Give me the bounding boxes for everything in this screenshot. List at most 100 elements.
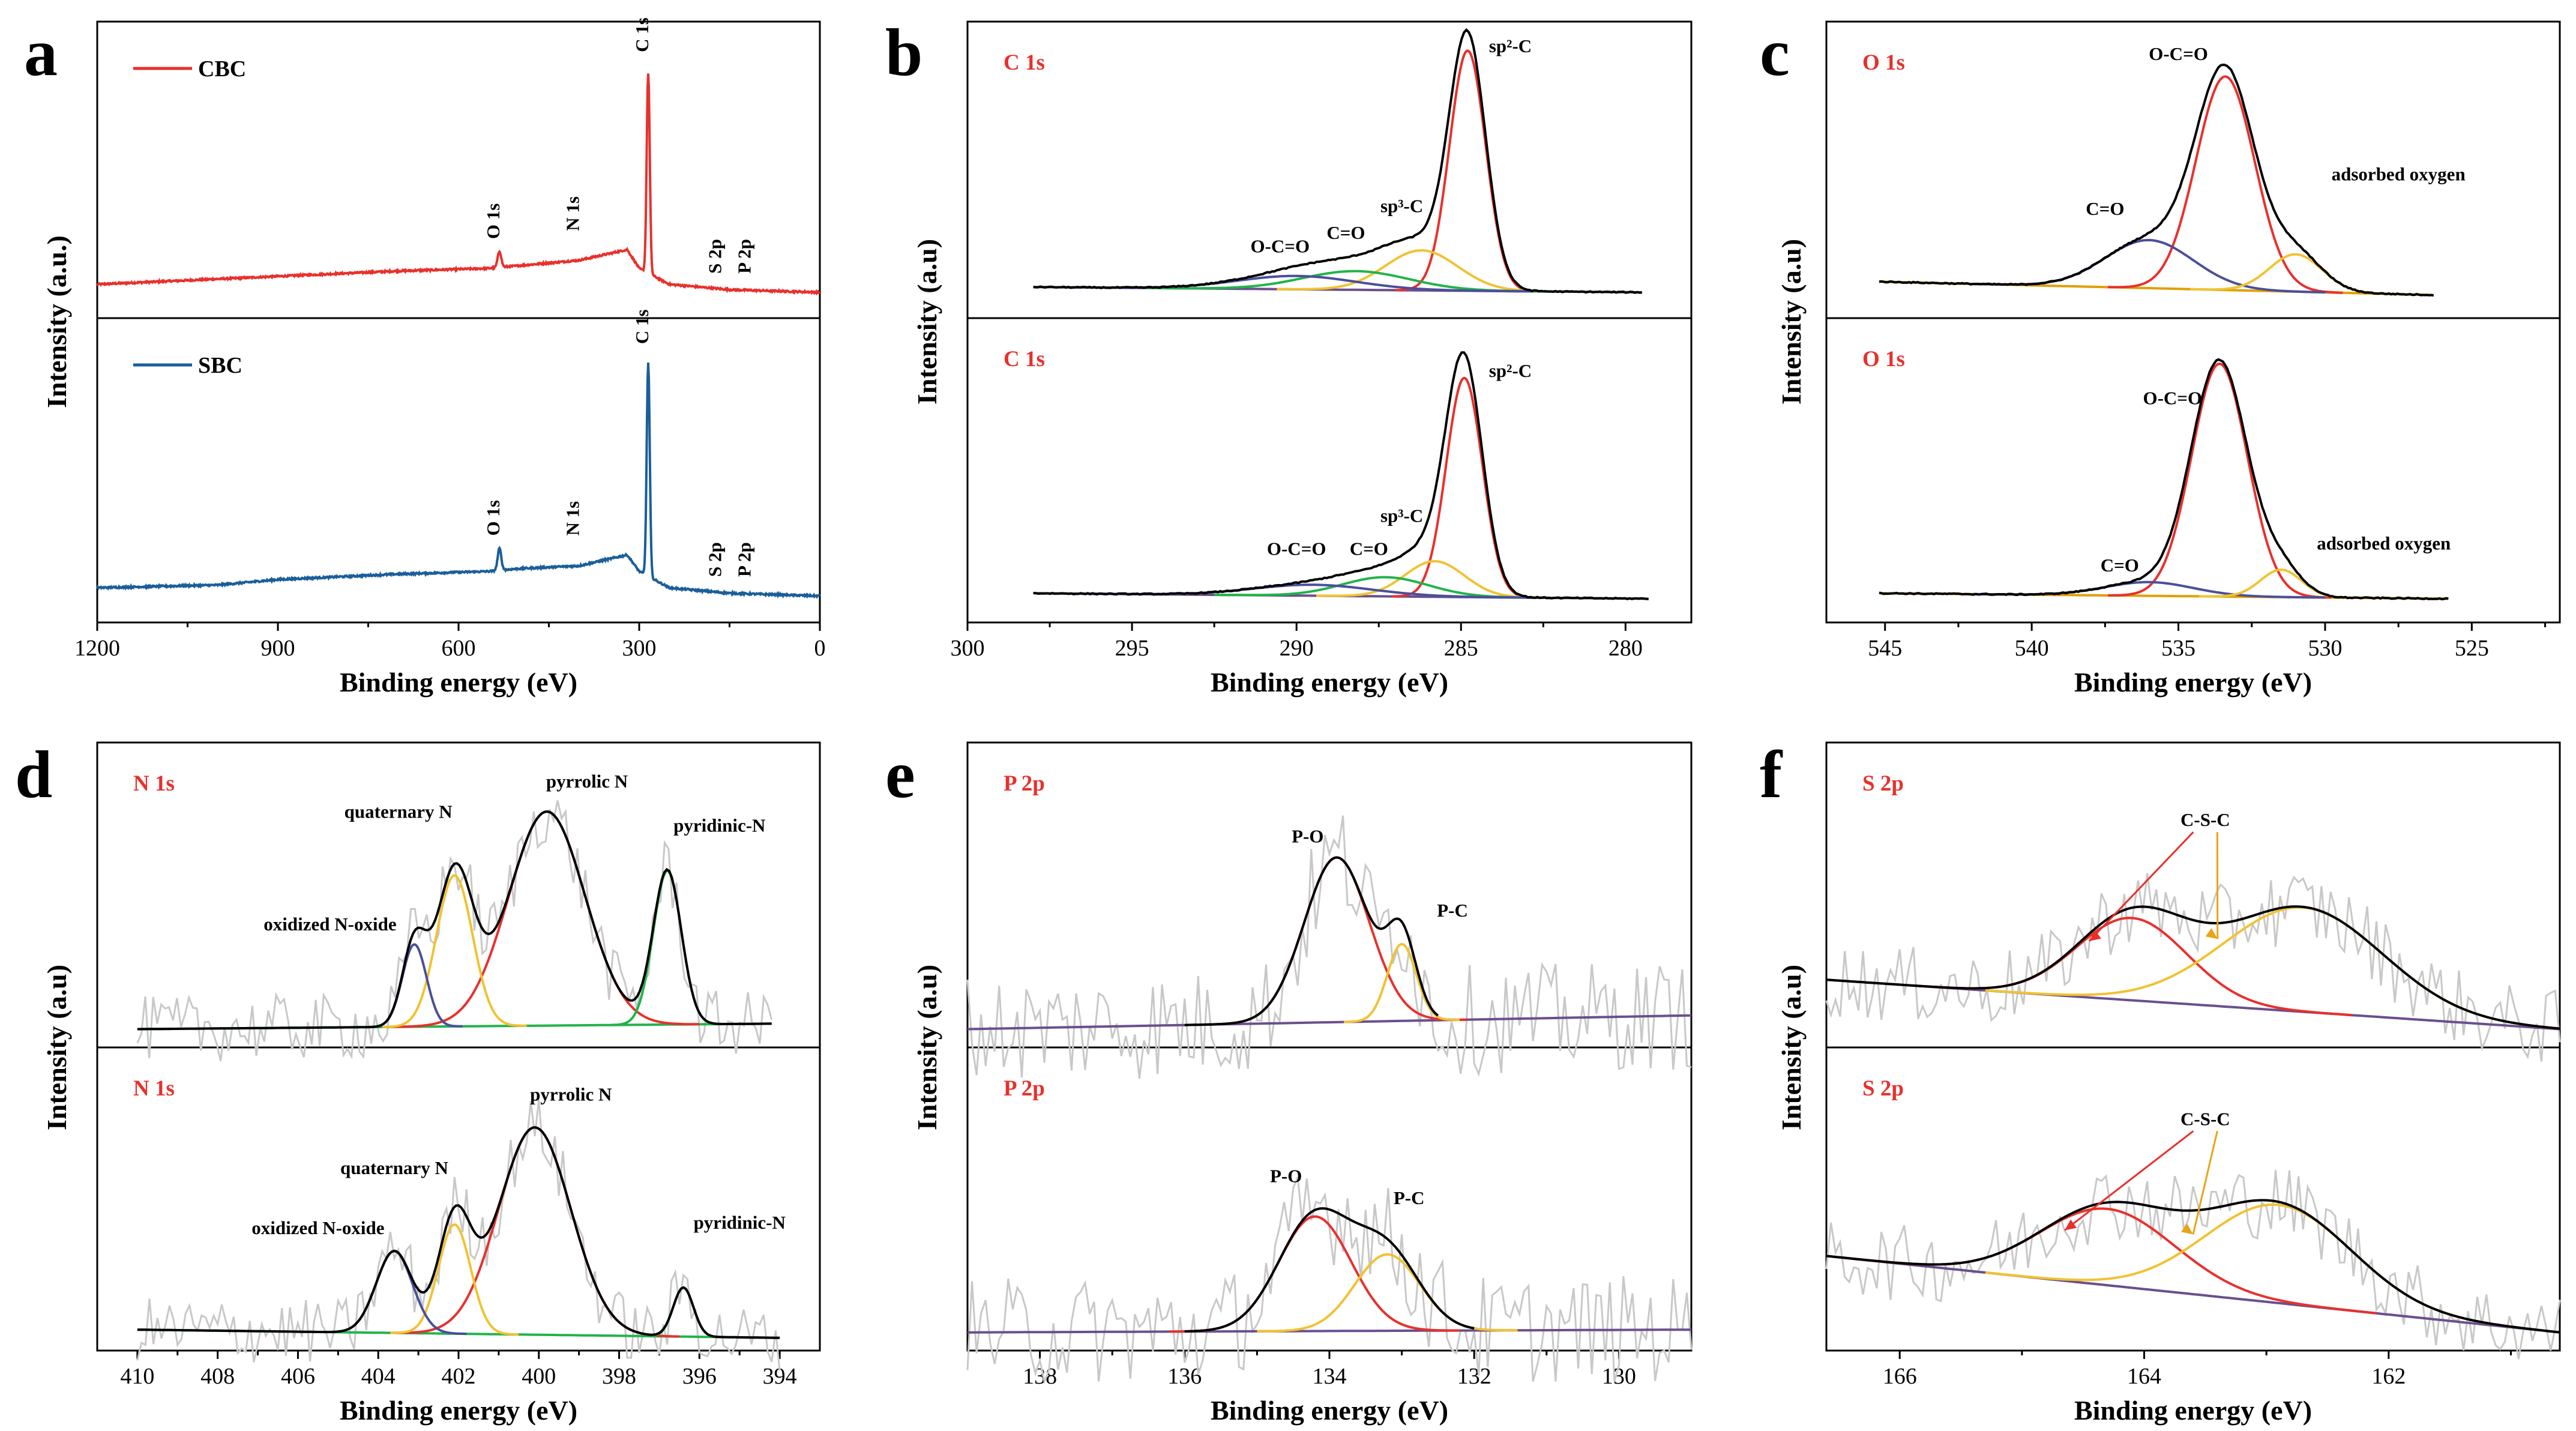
baseline-line — [968, 1328, 1691, 1334]
x-axis-title-a: Binding energy (eV) — [340, 667, 577, 697]
arrow-head-red — [2065, 1219, 2077, 1231]
raw-data-line — [1825, 1169, 2561, 1360]
x-tick-label-b: 290 — [1280, 636, 1314, 661]
peak-label: O-C=O — [1267, 538, 1326, 559]
x-tick-label-d: 396 — [682, 1364, 717, 1389]
y-axis-title-b: Intensity (a.u) — [912, 239, 942, 405]
component-sp3-C — [1277, 249, 1566, 293]
raw-data-line — [966, 1176, 1693, 1385]
spectrum-title: O 1s — [1862, 50, 1905, 75]
peak-label: P-C — [1394, 1187, 1425, 1208]
arrow-head-orange — [2205, 928, 2218, 939]
component-O-C-O — [2108, 362, 2331, 599]
baseline-line — [1826, 1255, 2560, 1334]
peak-label: adsorbed oxygen — [2332, 163, 2466, 184]
peak-label: C-S-C — [2180, 809, 2230, 830]
x-tick-label-f: 166 — [1883, 1364, 1917, 1389]
peak-label: C=O — [2101, 555, 2139, 576]
spectrum-title: P 2p — [1004, 771, 1045, 796]
x-axis-title-d: Binding energy (eV) — [340, 1395, 577, 1426]
fit-envelope-line — [1879, 63, 2434, 297]
component-pyridinic-N — [643, 1286, 724, 1339]
spectrum-title: S 2p — [1862, 771, 1904, 796]
peak-label: O-C=O — [2149, 43, 2208, 64]
arrow-red — [2088, 831, 2194, 942]
x-tick-label-e: 134 — [1313, 1364, 1347, 1389]
peak-label: O-C=O — [1250, 235, 1310, 256]
y-axis-title-d: Intensity (a.u) — [41, 965, 72, 1130]
arrow-red — [2064, 1130, 2194, 1231]
x-axis-title-b: Binding energy (eV) — [1211, 667, 1448, 697]
peak-label: sp²-C — [1489, 35, 1532, 56]
fit-envelope-line — [1033, 351, 1649, 601]
component-adsorbed-oxygen — [2190, 253, 2402, 296]
x-tick-label-e: 136 — [1167, 1364, 1202, 1389]
peak-label: adsorbed oxygen — [2317, 532, 2451, 553]
peak-label: sp³-C — [1380, 196, 1423, 217]
peak-label: S 2p — [704, 542, 725, 577]
component-quaternary-N — [382, 874, 527, 1028]
x-tick-label-d: 400 — [522, 1364, 556, 1389]
panel-letter-e: e — [885, 738, 915, 812]
spectrum-title: N 1s — [133, 1076, 175, 1101]
raw-data-line — [966, 815, 1692, 1079]
plot-frame-c — [1825, 20, 2561, 624]
peak-label: C 1s — [631, 309, 652, 344]
x-tick-label-d: 410 — [120, 1364, 154, 1389]
peak-label: oxidized N-oxide — [251, 1217, 384, 1238]
raw-data-line — [1825, 873, 2561, 1062]
peak-label: N 1s — [562, 196, 583, 231]
peak-label: quaternary N — [340, 1157, 448, 1178]
fit-envelope-line — [1033, 28, 1642, 294]
component-oxidized-N-oxide — [322, 1250, 467, 1336]
x-tick-label-a: 300 — [622, 636, 657, 661]
y-axis-title-e: Intensity (a.u) — [912, 965, 942, 1130]
peak-label: C=O — [1350, 538, 1388, 559]
spectrum-title: C 1s — [1004, 50, 1045, 75]
peak-label: N 1s — [562, 501, 583, 536]
x-tick-label-d: 398 — [602, 1364, 636, 1389]
peak-label: P 2p — [734, 239, 755, 274]
peak-label: P-O — [1270, 1166, 1302, 1187]
x-tick-label-a: 0 — [814, 636, 826, 661]
peak-label: sp²-C — [1489, 360, 1532, 381]
x-tick-label-d: 406 — [281, 1364, 315, 1389]
panel-letter-c: c — [1760, 16, 1790, 90]
component-quaternary-N — [390, 1223, 519, 1336]
component-P-O — [1170, 1215, 1460, 1333]
fit-envelope-line — [1184, 1207, 1475, 1333]
spectrum-title: C 1s — [1004, 347, 1045, 372]
peak-label: C 1s — [631, 17, 652, 52]
x-tick-label-f: 164 — [2127, 1364, 2161, 1389]
peak-label: pyridinic-N — [694, 1212, 786, 1233]
spectrum-title: O 1s — [1862, 347, 1905, 372]
peak-label: sp³-C — [1380, 505, 1423, 526]
peak-label: oxidized N-oxide — [263, 914, 396, 935]
survey-line-SBC — [96, 363, 821, 599]
component-sp3-C — [1316, 559, 1553, 599]
plot-frame-b — [966, 20, 1693, 624]
fit-envelope-line — [137, 810, 772, 1031]
peak-label: O 1s — [483, 500, 504, 535]
peak-label: pyrrolic N — [530, 1083, 612, 1104]
x-tick-label-e: 132 — [1457, 1364, 1491, 1389]
component-P-C — [1257, 1253, 1518, 1333]
peak-label: C=O — [1326, 222, 1365, 243]
spectrum-title: S 2p — [1862, 1076, 1904, 1101]
baseline-line — [967, 1014, 1692, 1031]
raw-data-line — [136, 1099, 781, 1371]
x-tick-label-c: 530 — [2308, 636, 2342, 661]
x-tick-label-a: 900 — [261, 636, 295, 661]
x-tick-label-c: 525 — [2455, 636, 2489, 661]
x-tick-label-b: 280 — [1608, 636, 1643, 661]
survey-line-CBC — [96, 73, 820, 296]
peak-label: P-O — [1292, 826, 1323, 847]
x-tick-label-d: 402 — [442, 1364, 476, 1389]
peak-label: pyridinic-N — [673, 815, 765, 836]
peak-label: P 2p — [734, 542, 755, 577]
fit-envelope-line — [1826, 1199, 2560, 1334]
plot-frame-a — [96, 20, 821, 624]
component-sp2-C — [1392, 376, 1537, 599]
y-axis-title-a: Intensity (a.u.) — [41, 235, 72, 408]
